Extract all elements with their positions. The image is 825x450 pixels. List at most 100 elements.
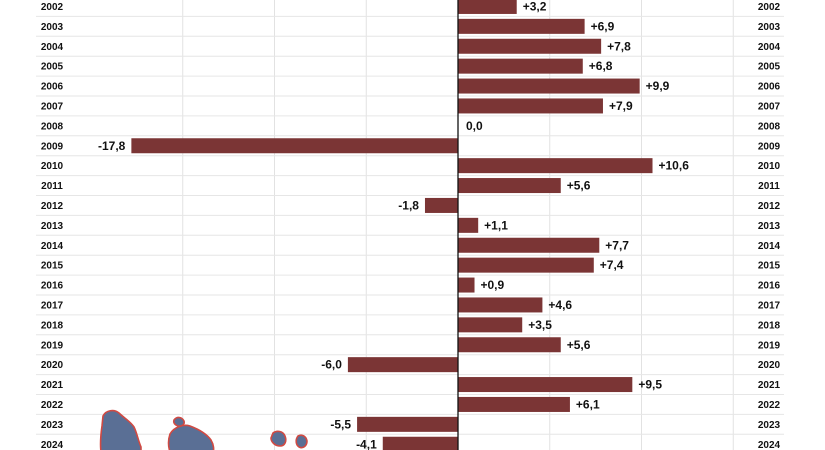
year-label-left-2005: 2005 (41, 62, 64, 73)
value-label-2007: +7,9 (609, 99, 633, 113)
year-label-right-2020: 2020 (758, 360, 781, 371)
bar-2023 (357, 416, 458, 432)
year-label-left-2018: 2018 (41, 320, 64, 331)
year-label-left-2015: 2015 (41, 261, 64, 272)
bar-2018 (458, 317, 523, 333)
value-label-2022: +6,1 (576, 397, 600, 411)
bar-2007 (458, 98, 603, 114)
year-label-left-2021: 2021 (41, 380, 64, 391)
year-label-left-2022: 2022 (41, 400, 64, 411)
value-label-2013: +1,1 (484, 218, 508, 232)
year-label-left-2014: 2014 (41, 241, 64, 252)
year-label-left-2023: 2023 (41, 420, 64, 431)
year-label-right-2003: 2003 (758, 22, 781, 33)
year-label-right-2021: 2021 (758, 380, 781, 391)
year-label-left-2008: 2008 (41, 121, 64, 132)
bar-2009 (131, 138, 458, 154)
bar-2010 (458, 158, 653, 174)
year-label-right-2012: 2012 (758, 201, 781, 212)
bar-2024 (382, 436, 458, 450)
bar-2003 (458, 18, 585, 34)
year-label-right-2011: 2011 (758, 181, 780, 192)
map-decoration (99, 409, 308, 450)
year-label-left-2003: 2003 (41, 22, 64, 33)
bar-2002 (458, 0, 517, 14)
year-label-right-2018: 2018 (758, 320, 781, 331)
year-label-right-2013: 2013 (758, 221, 781, 232)
year-label-left-2019: 2019 (41, 340, 64, 351)
value-label-2009: -17,8 (98, 139, 126, 153)
labels: +3,2 2002 2002 +6,9 2003 2003 +7,8 2004 2004 +6,8… (41, 0, 781, 450)
value-label-2018: +3,5 (528, 318, 552, 332)
value-label-2023: -5,5 (330, 417, 351, 431)
year-label-left-2002: 2002 (41, 2, 64, 13)
year-label-right-2009: 2009 (758, 141, 781, 152)
value-label-2020: -6,0 (321, 358, 342, 372)
bar-2006 (458, 78, 640, 94)
year-label-right-2014: 2014 (758, 241, 781, 252)
value-label-2011: +5,6 (567, 179, 591, 193)
bar-2011 (458, 178, 561, 194)
year-label-left-2004: 2004 (41, 42, 64, 53)
year-label-right-2022: 2022 (758, 400, 781, 411)
value-label-2021: +9,5 (638, 378, 662, 392)
bar-2015 (458, 257, 594, 273)
year-label-left-2016: 2016 (41, 281, 64, 292)
year-label-left-2007: 2007 (41, 101, 64, 112)
year-label-left-2012: 2012 (41, 201, 64, 212)
value-label-2016: +0,9 (481, 278, 505, 292)
year-label-right-2010: 2010 (758, 161, 781, 172)
value-label-2010: +10,6 (659, 159, 690, 173)
year-label-left-2013: 2013 (41, 221, 64, 232)
map-landmass-4 (270, 430, 287, 447)
year-label-left-2024: 2024 (41, 440, 64, 450)
bars (131, 0, 653, 450)
year-label-left-2006: 2006 (41, 82, 64, 93)
value-label-2006: +9,9 (646, 79, 670, 93)
value-label-2004: +7,8 (607, 39, 631, 53)
bar-2020 (347, 357, 458, 373)
value-label-2005: +6,8 (589, 59, 613, 73)
year-label-left-2009: 2009 (41, 141, 64, 152)
year-label-left-2011: 2011 (41, 181, 63, 192)
bar-2021 (458, 377, 633, 393)
year-label-right-2007: 2007 (758, 101, 781, 112)
map-landmass-1 (99, 409, 142, 450)
bar-2022 (458, 396, 570, 412)
year-label-right-2019: 2019 (758, 340, 781, 351)
bar-2013 (458, 217, 479, 233)
year-label-right-2005: 2005 (758, 62, 781, 73)
value-label-2012: -1,8 (398, 198, 419, 212)
year-label-right-2006: 2006 (758, 82, 781, 93)
bar-2017 (458, 297, 543, 313)
bar-2014 (458, 237, 600, 253)
year-label-right-2023: 2023 (758, 420, 781, 431)
bar-2012 (424, 197, 458, 213)
bar-2004 (458, 38, 602, 54)
value-label-2015: +7,4 (600, 258, 624, 272)
year-label-left-2010: 2010 (41, 161, 64, 172)
year-label-right-2002: 2002 (758, 2, 781, 13)
year-label-left-2020: 2020 (41, 360, 64, 371)
map-landmass-5 (295, 434, 308, 449)
map-landmass-3 (172, 416, 185, 427)
value-label-2003: +6,9 (591, 19, 615, 33)
year-label-right-2008: 2008 (758, 121, 781, 132)
bar-2005 (458, 58, 583, 74)
year-label-right-2017: 2017 (758, 300, 781, 311)
value-label-2008: 0,0 (466, 119, 483, 133)
bar-2019 (458, 337, 561, 353)
grid-lines (36, 0, 784, 450)
bar-2016 (458, 277, 475, 293)
value-label-2017: +4,6 (548, 298, 572, 312)
year-label-right-2004: 2004 (758, 42, 781, 53)
value-label-2014: +7,7 (605, 238, 629, 252)
year-label-right-2015: 2015 (758, 261, 781, 272)
value-label-2019: +5,6 (567, 338, 591, 352)
year-label-left-2017: 2017 (41, 300, 64, 311)
value-label-2024: -4,1 (356, 437, 377, 450)
year-label-right-2024: 2024 (758, 440, 781, 450)
map-landmass-2 (167, 424, 215, 450)
value-label-2002: +3,2 (523, 0, 547, 13)
